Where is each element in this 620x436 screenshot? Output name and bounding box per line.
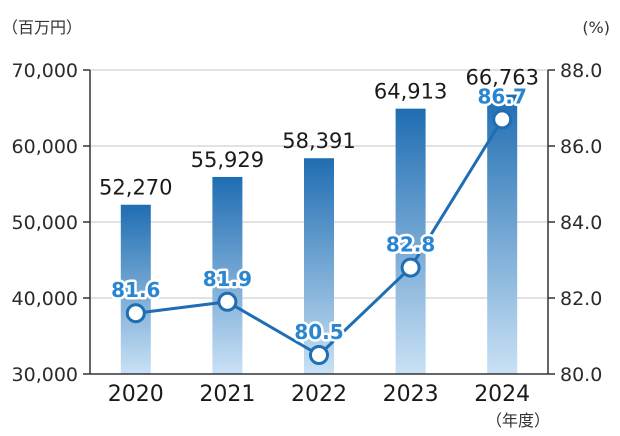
bar xyxy=(212,176,243,374)
right-tick-label: 86.0 xyxy=(560,136,602,158)
line-value-label: 80.5 xyxy=(294,320,343,344)
x-tick-label: 2024 xyxy=(474,382,530,407)
bar-value-label: 66,763 xyxy=(465,66,538,90)
line-point xyxy=(309,345,329,365)
bar xyxy=(487,94,518,374)
left-tick-label: 60,000 xyxy=(12,136,78,158)
bar xyxy=(395,108,426,375)
left-tick-label: 50,000 xyxy=(12,212,78,234)
left-tick-label: 40,000 xyxy=(12,288,78,310)
line-value-label: 81.9 xyxy=(203,267,252,291)
x-axis-unit-label: （年度） xyxy=(486,411,550,430)
left-axis-unit-label: （百万円） xyxy=(2,18,82,37)
line-point xyxy=(492,109,513,130)
left-tick-label: 70,000 xyxy=(12,60,78,82)
bar-value-label: 64,913 xyxy=(374,80,447,104)
x-tick-label: 2020 xyxy=(108,382,164,407)
right-tick-label: 82.0 xyxy=(560,288,602,310)
line-value-label: 81.6 xyxy=(111,278,160,302)
right-axis-unit-label: (%) xyxy=(582,18,610,37)
right-tick-label: 84.0 xyxy=(560,212,602,234)
x-tick-label: 2021 xyxy=(199,382,255,407)
right-tick-label: 88.0 xyxy=(560,60,602,82)
bar xyxy=(304,158,334,374)
line-value-label: 86.7 xyxy=(478,84,527,108)
bar-value-label: 52,270 xyxy=(99,176,172,200)
line-point xyxy=(400,257,421,278)
line-point xyxy=(125,303,146,324)
right-tick-label: 80.0 xyxy=(560,364,602,386)
x-tick-label: 2022 xyxy=(291,382,347,407)
x-tick-label: 2023 xyxy=(383,382,439,407)
line-value-label: 82.8 xyxy=(386,233,435,257)
left-tick-label: 30,000 xyxy=(12,364,78,386)
line-point xyxy=(217,291,238,312)
bar-value-label: 55,929 xyxy=(191,148,264,172)
bar xyxy=(120,204,151,374)
bar-value-label: 58,391 xyxy=(282,129,355,153)
